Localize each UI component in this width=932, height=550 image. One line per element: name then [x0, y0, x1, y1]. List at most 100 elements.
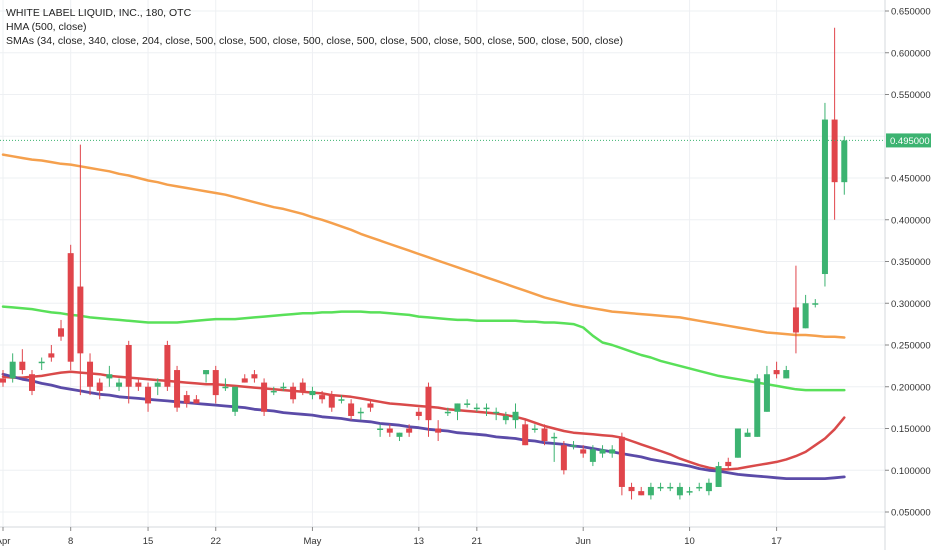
candle-body	[241, 378, 248, 383]
last-price-tag	[886, 133, 931, 148]
candle-body	[541, 428, 548, 442]
candle-body	[58, 328, 65, 337]
candle-body	[667, 486, 674, 489]
price-tick-label: 0.150000	[891, 424, 931, 435]
candle-body	[725, 461, 732, 467]
candle-body	[754, 378, 761, 437]
symbol-title[interactable]: WHITE LABEL LIQUID, INC., 180, OTC	[6, 7, 192, 19]
indicator-line-0	[1, 153, 846, 339]
time-tick-label: 21	[472, 536, 483, 547]
time-axis[interactable]: Apr 8 15 22 May 13 21 Jun 10 17	[0, 526, 885, 547]
candle-body	[203, 370, 210, 375]
price-tick-label: 0.350000	[891, 257, 931, 268]
candle-body	[29, 374, 36, 391]
candle-body	[609, 449, 616, 454]
hma-legend[interactable]: HMA (500, close)	[6, 21, 87, 33]
candle-body	[783, 370, 790, 379]
candle-body	[415, 411, 422, 416]
candle-body	[502, 415, 509, 421]
candle-body	[773, 370, 780, 375]
candle-body	[19, 361, 26, 371]
candlesticks	[0, 27, 848, 500]
price-tick-label: 0.400000	[891, 215, 931, 226]
candle-body	[280, 386, 287, 389]
time-tick-label: 13	[414, 536, 425, 547]
candle-body	[290, 386, 297, 400]
candle-body	[87, 361, 94, 387]
candle-body	[48, 353, 55, 358]
candle-body	[531, 428, 538, 430]
candle-body	[551, 436, 558, 439]
candle-body	[319, 395, 326, 400]
candle-body	[270, 390, 277, 393]
candle-body	[638, 491, 645, 496]
candle-body	[348, 403, 355, 416]
candle-body	[106, 374, 113, 379]
candle-body	[464, 403, 471, 405]
time-tick-label: 8	[68, 536, 73, 547]
candle-body	[193, 399, 200, 404]
price-tick-label: 0.650000	[891, 7, 931, 18]
candle-body	[116, 382, 123, 387]
candle-body	[812, 303, 819, 305]
grid-lines	[0, 0, 885, 527]
candle-body	[38, 361, 45, 364]
indicator-line-1	[1, 305, 846, 392]
candle-body	[154, 382, 161, 387]
candle-body	[483, 407, 490, 410]
price-axis[interactable]: 0.050000 0.100000 0.150000 0.200000 0.250000…	[884, 0, 931, 550]
candle-body	[435, 428, 442, 433]
candle-body	[589, 449, 596, 462]
candle-body	[328, 395, 335, 408]
candle-body	[396, 432, 403, 437]
time-tick-label: May	[303, 536, 321, 547]
candle-body	[744, 432, 751, 437]
candle-body	[570, 445, 577, 447]
last-price-label: 0.495000	[890, 136, 930, 147]
candle-body	[454, 403, 461, 412]
legend: WHITE LABEL LIQUID, INC., 180, OTC HMA (…	[6, 6, 623, 48]
candle-body	[299, 382, 306, 391]
time-tick-label: 17	[771, 536, 782, 547]
candle-body	[232, 386, 239, 412]
candle-body	[715, 466, 722, 487]
time-tick-label: Jun	[576, 536, 591, 547]
candle-body	[686, 491, 693, 493]
time-tick-label: 10	[684, 536, 695, 547]
candle-body	[367, 403, 374, 408]
candle-body	[386, 428, 393, 433]
indicator-line-3	[1, 372, 846, 481]
candle-body	[9, 361, 16, 379]
candle-body	[444, 411, 451, 414]
candle-body	[512, 411, 519, 421]
candle-body	[338, 399, 345, 401]
candle-body	[212, 370, 219, 396]
candle-body	[0, 378, 6, 383]
candle-body	[763, 374, 770, 412]
candle-body	[841, 140, 848, 183]
candle-body	[618, 436, 625, 487]
price-tick-label: 0.050000	[891, 508, 931, 519]
last-price-marker: 0.495000	[0, 133, 931, 148]
price-tick-label: 0.200000	[891, 382, 931, 393]
candle-body	[705, 482, 712, 492]
candle-body	[145, 386, 152, 404]
price-tick-label: 0.100000	[891, 466, 931, 477]
candle-body	[560, 445, 567, 471]
candle-body	[493, 411, 500, 414]
indicator-lines	[1, 153, 846, 481]
candle-body	[251, 374, 258, 379]
candle-body	[96, 382, 103, 391]
candle-body	[135, 382, 142, 387]
candle-body	[183, 395, 190, 404]
candle-body	[647, 486, 654, 496]
candle-body	[222, 386, 229, 389]
candle-body	[821, 119, 828, 275]
candle-body	[522, 424, 529, 446]
smas-legend[interactable]: SMAs (34, close, 340, close, 204, close,…	[6, 35, 623, 47]
candle-body	[657, 486, 664, 489]
candle-body	[734, 428, 741, 458]
candle-body	[357, 411, 364, 414]
